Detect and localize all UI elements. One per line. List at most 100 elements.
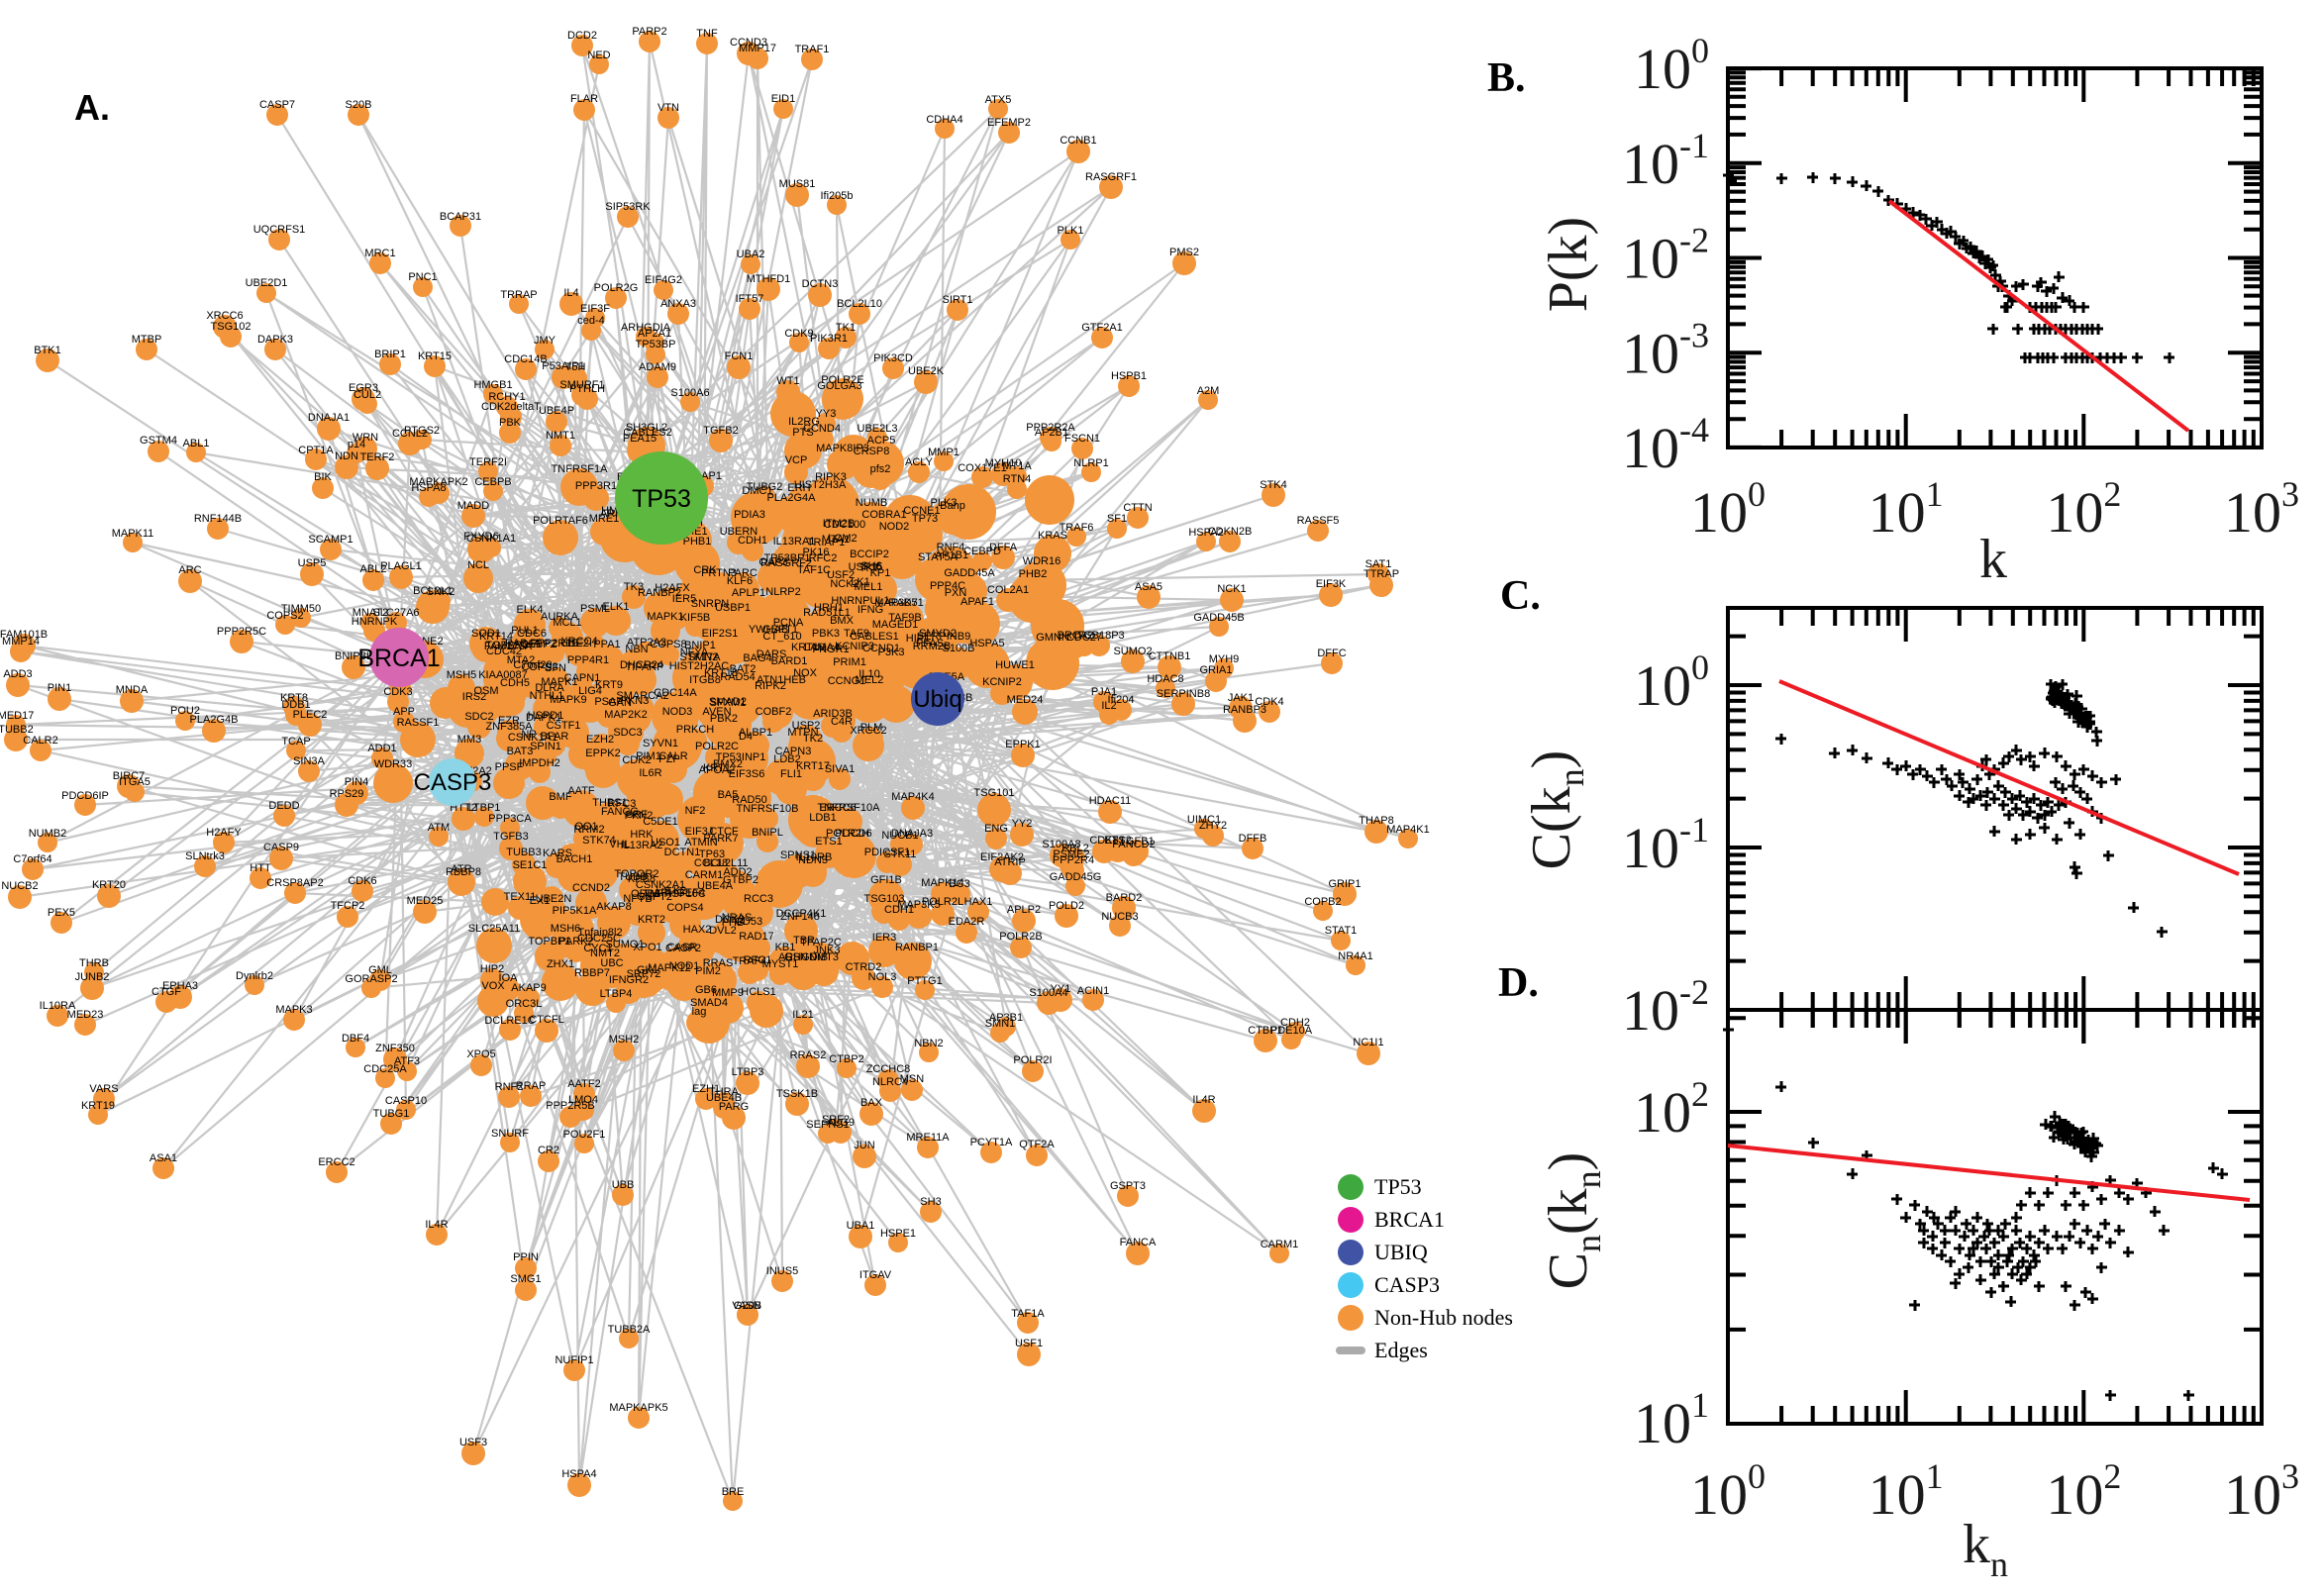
svg-text:NOD3: NOD3 — [662, 706, 693, 718]
svg-text:TSSK1B: TSSK1B — [776, 1088, 818, 1100]
svg-text:NOD1: NOD1 — [669, 960, 700, 972]
svg-text:G20B: G20B — [734, 1300, 761, 1312]
svg-text:IL21: IL21 — [792, 1009, 813, 1021]
svg-text:FANCG: FANCG — [601, 806, 639, 818]
svg-text:AURKA: AURKA — [541, 611, 579, 623]
svg-text:GADD45A: GADD45A — [944, 567, 995, 579]
svg-text:NMT2: NMT2 — [590, 948, 620, 959]
svg-text:MAPK3: MAPK3 — [275, 1004, 312, 1016]
svg-text:k: k — [1979, 529, 2007, 590]
svg-text:MEL1: MEL1 — [855, 581, 883, 593]
svg-text:MRC1: MRC1 — [364, 248, 395, 259]
svg-text:CASP3: CASP3 — [1374, 1272, 1440, 1297]
svg-text:S100A4: S100A4 — [1029, 987, 1067, 999]
svg-text:PLM: PLM — [860, 722, 883, 734]
svg-text:EX1: EX1 — [530, 895, 551, 907]
svg-text:GFI1B: GFI1B — [870, 874, 902, 886]
svg-text:STAT5A: STAT5A — [918, 551, 959, 563]
svg-text:SLC25A11: SLC25A11 — [468, 923, 520, 935]
svg-text:TCAP: TCAP — [281, 736, 310, 748]
svg-text:RFC2: RFC2 — [809, 552, 838, 564]
svg-text:IFNGR2: IFNGR2 — [609, 974, 649, 986]
svg-text:IL4R: IL4R — [1192, 1094, 1215, 1106]
svg-text:CCND3: CCND3 — [730, 37, 767, 49]
svg-text:POLD2: POLD2 — [1049, 900, 1084, 912]
svg-text:HUWE1: HUWE1 — [995, 659, 1035, 671]
svg-text:CEBPD: CEBPD — [963, 546, 1001, 557]
svg-text:C7orf20: C7orf20 — [513, 659, 552, 671]
svg-text:HSPB1: HSPB1 — [1111, 370, 1147, 382]
svg-text:NP: NP — [521, 729, 536, 741]
svg-text:USP15: USP15 — [849, 561, 883, 573]
svg-text:PCNA: PCNA — [773, 617, 804, 629]
svg-text:CT_610: CT_610 — [762, 631, 801, 643]
svg-text:TGFB2: TGFB2 — [703, 425, 738, 437]
svg-text:YY1: YY1 — [1051, 983, 1071, 995]
svg-text:A.: A. — [74, 87, 110, 128]
svg-text:p14: p14 — [348, 439, 365, 450]
svg-text:Edges: Edges — [1374, 1338, 1428, 1362]
svg-text:PSML: PSML — [580, 603, 610, 615]
svg-text:GOLGA3: GOLGA3 — [817, 380, 861, 392]
svg-text:PLA2G4B: PLA2G4B — [190, 714, 239, 726]
svg-text:UBE4P: UBE4P — [539, 405, 574, 417]
svg-text:USO1: USO1 — [651, 837, 680, 848]
svg-text:NBN: NBN — [625, 644, 648, 655]
svg-text:RAB4A: RAB4A — [505, 638, 542, 649]
svg-text:CDHA4: CDHA4 — [926, 114, 962, 126]
svg-text:AP2B1: AP2B1 — [1035, 427, 1068, 439]
svg-text:ERCC2: ERCC2 — [318, 1156, 354, 1168]
svg-text:RBBP8: RBBP8 — [446, 866, 481, 878]
svg-text:TERF2: TERF2 — [360, 451, 395, 463]
svg-text:BC3: BC3 — [949, 878, 969, 890]
svg-text:NBN2: NBN2 — [914, 1038, 943, 1049]
svg-text:BRCA1: BRCA1 — [357, 645, 440, 672]
svg-text:101: 101 — [1634, 1385, 1709, 1455]
svg-text:SPIN1: SPIN1 — [530, 741, 561, 752]
svg-text:TOPBP1: TOPBP1 — [528, 936, 570, 948]
svg-text:UIMC1: UIMC1 — [1187, 814, 1221, 826]
svg-text:ATMIN: ATMIN — [684, 837, 717, 848]
svg-text:MCL1: MCL1 — [553, 617, 581, 629]
svg-text:SERPINB8: SERPINB8 — [1157, 688, 1210, 700]
svg-text:HCLS1: HCLS1 — [741, 986, 775, 998]
svg-text:MRE1: MRE1 — [589, 513, 620, 525]
svg-text:TIPARP: TIPARP — [626, 661, 664, 673]
svg-text:STK4: STK4 — [1260, 479, 1287, 491]
svg-text:BARD2: BARD2 — [1106, 892, 1143, 904]
svg-text:P(k): P(k) — [1538, 217, 1599, 312]
svg-text:TUBG2: TUBG2 — [747, 481, 783, 493]
svg-text:BCAP31: BCAP31 — [440, 211, 481, 223]
svg-text:NOD2: NOD2 — [879, 521, 910, 533]
svg-text:SIVA1: SIVA1 — [825, 763, 855, 775]
svg-text:EIF3F: EIF3F — [580, 303, 610, 315]
svg-text:FANCA: FANCA — [1120, 1237, 1157, 1248]
svg-text:LIG4: LIG4 — [578, 685, 602, 697]
svg-text:MAPK8IP3: MAPK8IP3 — [816, 443, 869, 454]
svg-text:MED17: MED17 — [0, 710, 34, 722]
svg-text:BMX: BMX — [830, 615, 855, 627]
svg-text:CDC14B: CDC14B — [504, 353, 547, 365]
svg-text:IL10RA: IL10RA — [40, 1000, 76, 1012]
svg-text:PPP2R2A: PPP2R2A — [1026, 422, 1075, 434]
svg-text:NLRP1: NLRP1 — [1073, 457, 1108, 469]
svg-text:ALBP1: ALBP1 — [739, 727, 772, 739]
svg-text:ARC: ARC — [178, 564, 201, 576]
svg-text:SMARCA2: SMARCA2 — [616, 690, 668, 702]
svg-text:RRAP: RRAP — [516, 1080, 547, 1092]
svg-text:POLR2B: POLR2B — [999, 931, 1042, 943]
svg-text:CSTF1: CSTF1 — [547, 720, 581, 732]
svg-text:LTBP1: LTBP1 — [468, 802, 501, 814]
svg-text:MAP2K2: MAP2K2 — [604, 709, 647, 721]
svg-text:UBE2N: UBE2N — [536, 893, 572, 905]
svg-text:SNK2: SNK2 — [427, 586, 455, 598]
svg-text:HSPA8: HSPA8 — [411, 482, 446, 494]
svg-text:KRT8: KRT8 — [280, 692, 308, 704]
svg-text:POLR2H: POLR2H — [826, 828, 869, 840]
svg-text:D.: D. — [1498, 960, 1539, 1006]
svg-text:ALG9: ALG9 — [827, 1117, 855, 1129]
svg-text:KRT14: KRT14 — [479, 631, 513, 643]
svg-text:Ifi204: Ifi204 — [1108, 694, 1135, 706]
svg-text:SAT1: SAT1 — [1365, 558, 1392, 570]
svg-text:IOA: IOA — [499, 972, 519, 984]
